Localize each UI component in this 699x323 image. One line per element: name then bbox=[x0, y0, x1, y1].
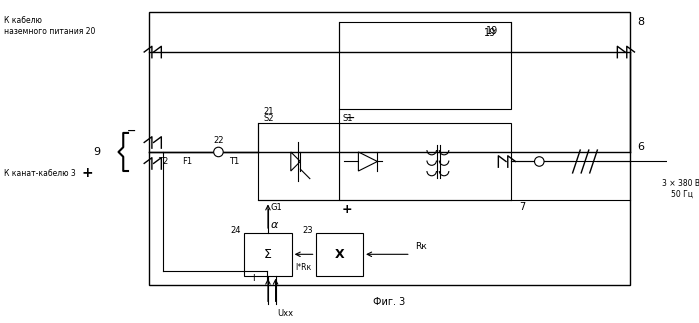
Text: 19: 19 bbox=[486, 26, 498, 36]
Text: 7: 7 bbox=[519, 202, 525, 212]
Text: 23: 23 bbox=[302, 225, 312, 234]
Text: 3 × 380 В,
50 Гц: 3 × 380 В, 50 Гц bbox=[662, 179, 699, 199]
Text: 8: 8 bbox=[637, 17, 644, 27]
Text: T2: T2 bbox=[158, 157, 168, 166]
Text: −: − bbox=[127, 126, 136, 136]
Text: 24: 24 bbox=[231, 225, 241, 234]
Text: 22: 22 bbox=[213, 136, 224, 145]
Circle shape bbox=[214, 147, 223, 157]
Text: F1: F1 bbox=[182, 157, 192, 166]
Bar bbox=[315, 233, 363, 276]
Bar bbox=[339, 22, 511, 109]
Text: X: X bbox=[335, 248, 344, 261]
Text: Uхх: Uхх bbox=[278, 309, 294, 318]
Text: 6: 6 bbox=[637, 142, 644, 152]
Text: Фиг. 3: Фиг. 3 bbox=[373, 297, 405, 307]
Text: Rк: Rк bbox=[415, 242, 427, 251]
Text: I: I bbox=[252, 274, 255, 283]
Bar bbox=[339, 123, 511, 200]
Text: −: − bbox=[346, 113, 356, 123]
Text: S2: S2 bbox=[264, 114, 274, 123]
Text: 19: 19 bbox=[484, 28, 496, 38]
Bar bbox=[244, 233, 291, 276]
Text: I*Rк: I*Rк bbox=[296, 263, 312, 272]
Text: К канат-кабелю 3: К канат-кабелю 3 bbox=[4, 169, 76, 178]
Text: +: + bbox=[342, 203, 352, 215]
Text: G1: G1 bbox=[271, 203, 282, 212]
Text: T1: T1 bbox=[229, 157, 239, 166]
Text: 9: 9 bbox=[93, 147, 100, 157]
Text: 21: 21 bbox=[264, 107, 274, 116]
Bar bbox=[259, 123, 339, 200]
Text: S1: S1 bbox=[343, 114, 353, 123]
Text: Σ: Σ bbox=[264, 248, 272, 261]
Text: +: + bbox=[81, 166, 93, 180]
Text: К кабелю
наземного питания 20: К кабелю наземного питания 20 bbox=[4, 16, 96, 36]
Bar bbox=[149, 12, 630, 285]
Circle shape bbox=[535, 157, 544, 166]
Text: α: α bbox=[271, 220, 278, 230]
